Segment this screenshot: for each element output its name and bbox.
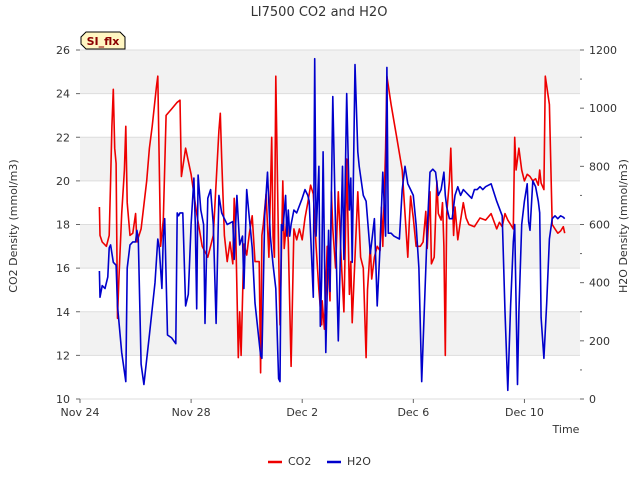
y-axis-right-label: H2O Density (mmol/m3) bbox=[617, 159, 630, 293]
background-band bbox=[80, 50, 580, 94]
series-line-h2o bbox=[98, 57, 566, 392]
background-band bbox=[80, 180, 580, 225]
left-tick-label: 14 bbox=[56, 306, 70, 319]
gridlines bbox=[80, 49, 580, 400]
right-tick-label: 400 bbox=[589, 277, 610, 290]
left-tick-label: 16 bbox=[56, 262, 70, 275]
right-tick-label: 1000 bbox=[589, 102, 617, 115]
x-tick-label: Dec 6 bbox=[397, 406, 429, 419]
left-tick-label: 12 bbox=[56, 349, 70, 362]
legend-label-h2o: H2O bbox=[347, 455, 371, 468]
right-tick-label: 200 bbox=[589, 335, 610, 348]
left-tick-label: 10 bbox=[56, 393, 70, 406]
left-axis-ticks: 10 12 14 16 18 20 22 24 26 bbox=[56, 44, 80, 406]
background-band bbox=[80, 311, 580, 356]
right-tick-label: 600 bbox=[589, 219, 610, 232]
background-band bbox=[80, 137, 580, 181]
x-axis-ticks: Nov 24 Nov 28 Dec 2 Dec 6 Dec 10 bbox=[61, 399, 544, 419]
background-band bbox=[80, 93, 580, 138]
x-axis-label: Time bbox=[552, 423, 580, 436]
background-band bbox=[80, 355, 580, 399]
x-tick-label: Nov 28 bbox=[172, 406, 211, 419]
x-tick-label: Dec 10 bbox=[505, 406, 544, 419]
left-tick-label: 26 bbox=[56, 44, 70, 57]
legend-label-co2: CO2 bbox=[288, 455, 311, 468]
x-tick-label: Dec 2 bbox=[286, 406, 318, 419]
left-tick-label: 24 bbox=[56, 88, 70, 101]
left-tick-label: 20 bbox=[56, 175, 70, 188]
right-axis-ticks: 0 200 400 600 800 1000 1200 bbox=[580, 44, 617, 406]
chart-title: LI7500 CO2 and H2O bbox=[251, 5, 388, 20]
y-axis-left-label: CO2 Density (mmol/m3) bbox=[7, 159, 20, 292]
right-tick-label: 0 bbox=[589, 393, 596, 406]
site-label-box: SI_flx bbox=[80, 31, 126, 50]
right-tick-label: 800 bbox=[589, 160, 610, 173]
series-line-co2 bbox=[98, 75, 566, 374]
series-layer bbox=[98, 57, 566, 392]
right-tick-label: 1200 bbox=[589, 44, 617, 57]
site-label: SI_flx bbox=[87, 35, 120, 48]
legend: CO2 H2O bbox=[268, 455, 371, 468]
left-tick-label: 18 bbox=[56, 219, 70, 232]
x-tick-label: Nov 24 bbox=[61, 406, 100, 419]
left-tick-label: 22 bbox=[56, 131, 70, 144]
